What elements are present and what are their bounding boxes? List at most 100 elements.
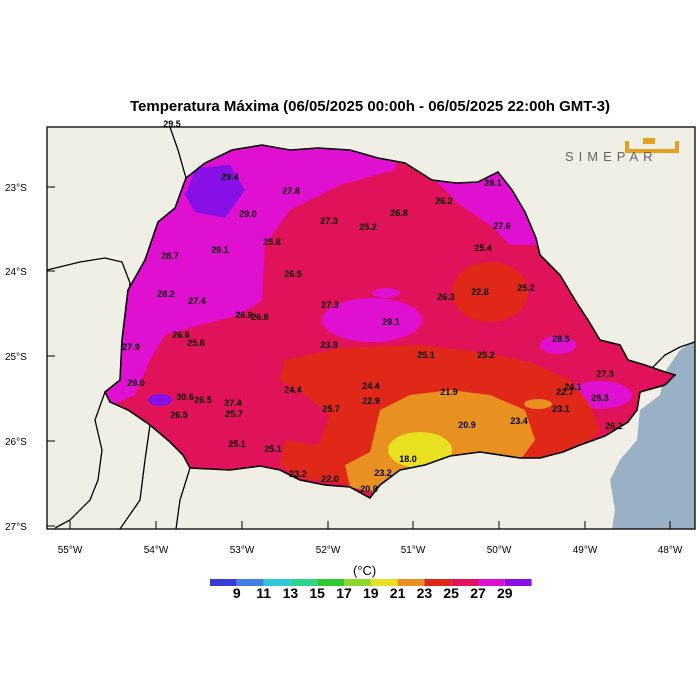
station-value: 18.0 — [399, 454, 417, 464]
station-value: 29.1 — [382, 317, 400, 327]
lon-label: 50°W — [487, 545, 512, 556]
neighbor-borders — [47, 127, 695, 529]
station-value: 25.1 — [264, 444, 282, 454]
temperature-field — [105, 145, 675, 498]
zone-27-29-center — [322, 298, 422, 342]
colorbar-swatch — [317, 579, 344, 586]
colorbar-tick: 11 — [256, 585, 271, 601]
station-value: 24.1 — [564, 382, 582, 392]
colorbar-swatch — [504, 579, 532, 586]
logo-text: SIMEPAR — [565, 149, 658, 164]
lat-label: 26°S — [5, 437, 27, 448]
station-value: 27.9 — [122, 342, 140, 352]
station-value: 26.6 — [172, 330, 190, 340]
lat-label: 23°S — [5, 183, 27, 194]
station-value: 22.7 — [556, 387, 574, 397]
station-value: 26.3 — [437, 292, 455, 302]
colorbar-tick: 27 — [470, 585, 486, 601]
lon-label: 55°W — [58, 545, 83, 556]
zone-23-25-north — [452, 262, 528, 322]
lon-label: 52°W — [316, 545, 341, 556]
ocean — [610, 340, 695, 529]
station-value: 25.4 — [474, 243, 492, 253]
zone-19-21 — [388, 432, 452, 468]
colorbar-swatch — [397, 579, 425, 586]
station-value: 27.3 — [321, 300, 339, 310]
station-value: 20.8 — [360, 484, 378, 494]
station-value: 25.2 — [359, 222, 377, 232]
lat-label: 25°S — [5, 352, 27, 363]
station-value: 29.5 — [163, 119, 181, 129]
station-values: 29.5 29.4 27.8 29.0 27.3 26.8 25.2 26.2 … — [122, 119, 623, 494]
station-value: 26.2 — [435, 196, 453, 206]
lat-label: 24°S — [5, 267, 27, 278]
lon-label: 54°W — [144, 545, 169, 556]
station-value: 25.2 — [477, 350, 495, 360]
station-value: 29.1 — [211, 245, 229, 255]
lon-label: 53°W — [230, 545, 255, 556]
station-value: 27.3 — [596, 369, 614, 379]
station-value: 26.5 — [194, 395, 212, 405]
station-value: 29.4 — [221, 172, 239, 182]
station-value: 23.1 — [552, 404, 570, 414]
station-value: 29.0 — [239, 209, 257, 219]
lat-labels: 23°S 24°S 25°S 26°S 27°S — [5, 183, 27, 533]
zone-29-plus — [185, 165, 245, 218]
colorbar-swatch — [290, 579, 318, 586]
station-value: 26.2 — [605, 421, 623, 431]
axis-ticks — [47, 186, 671, 529]
colorbar-swatch — [263, 579, 291, 586]
station-value: 20.9 — [458, 420, 476, 430]
colorbar-ticks: 9 11 13 15 17 19 21 23 25 27 29 — [0, 585, 700, 605]
station-value: 26.5 — [170, 410, 188, 420]
station-value: 22.0 — [321, 474, 339, 484]
station-value: 26.9 — [235, 310, 253, 320]
station-value: 25.8 — [263, 237, 281, 247]
station-value: 21.9 — [440, 387, 458, 397]
colorbar-swatch — [236, 579, 264, 586]
lon-label: 51°W — [401, 545, 426, 556]
station-value: 30.6 — [176, 392, 194, 402]
station-value: 25.8 — [187, 338, 205, 348]
station-value: 29.0 — [127, 378, 145, 388]
station-value: 26.8 — [390, 208, 408, 218]
station-value: 25.2 — [517, 283, 535, 293]
colorbar-unit: (°C) — [353, 563, 377, 578]
station-value: 23.4 — [510, 416, 528, 426]
map-title: Temperatura Máxima (06/05/2025 00:00h - … — [130, 98, 610, 115]
station-value: 28.5 — [552, 334, 570, 344]
colorbar-swatch — [210, 579, 237, 586]
logo-mark — [625, 141, 679, 153]
colorbar-swatch — [424, 579, 452, 586]
station-value: 28.1 — [484, 178, 502, 188]
station-value: 25.7 — [225, 409, 243, 419]
station-value: 23.2 — [289, 469, 307, 479]
colorbar-tick: 25 — [443, 585, 459, 601]
colorbar-swatch — [478, 579, 505, 586]
colorbar-tick: 19 — [363, 585, 379, 601]
colorbar-swatch — [451, 579, 478, 586]
colorbar-tick: 29 — [497, 585, 513, 601]
simepar-logo: SIMEPAR — [565, 138, 679, 164]
station-value: 28.2 — [157, 289, 175, 299]
colorbar-tick: 17 — [336, 585, 352, 601]
colorbar-tick: 9 — [232, 585, 241, 601]
colorbar-tick: 21 — [389, 585, 406, 601]
colorbar-tick: 13 — [282, 585, 299, 601]
station-value: 28.7 — [161, 251, 179, 261]
colorbar-swatch — [344, 579, 371, 586]
station-value: 27.4 — [188, 296, 206, 306]
colorbar-swatch — [370, 579, 398, 586]
colorbar-tick: 15 — [309, 585, 325, 601]
station-value: 22.9 — [362, 396, 380, 406]
station-value: 27.6 — [493, 221, 511, 231]
station-value: 27.3 — [320, 216, 338, 226]
station-value: 25.7 — [322, 404, 340, 414]
colorbar-tick: 23 — [416, 585, 433, 601]
station-value: 24.4 — [362, 381, 380, 391]
station-value: 23.2 — [374, 468, 392, 478]
lon-label: 49°W — [573, 545, 598, 556]
station-value: 28.3 — [591, 393, 609, 403]
station-value: 26.5 — [284, 269, 302, 279]
